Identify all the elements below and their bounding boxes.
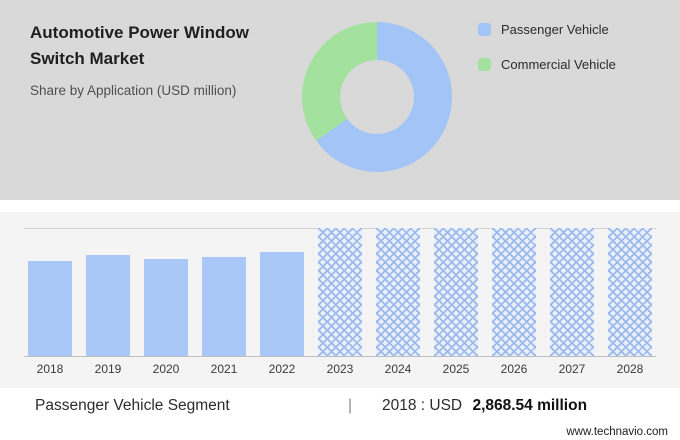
bar-2028 (608, 228, 652, 356)
legend-swatch-commercial-icon (478, 58, 491, 71)
bar-2027 (550, 228, 594, 356)
site-url: www.technavio.com (566, 426, 668, 438)
donut-chart (302, 22, 452, 172)
bar-slot-2028: 2028 (608, 228, 652, 382)
legend-swatch-passenger-icon (478, 23, 491, 36)
legend-item-commercial-vehicle: Commercial Vehicle (478, 57, 616, 72)
stat-value: 2,868.54 million (472, 397, 588, 414)
x-tick-label-2019: 2019 (94, 362, 122, 376)
bar-chart-bars: 2018 2019 2020 2021 2022 2023 2024 2025 2026 2027… (28, 228, 652, 382)
title-line-2: Switch Market (30, 48, 145, 68)
bar-slot-2026: 2026 (492, 228, 536, 382)
bar-area (86, 228, 130, 356)
bar-slot-2027: 2027 (550, 228, 594, 382)
x-tick-label-2023: 2023 (326, 362, 354, 376)
bar-slot-2018: 2018 (28, 228, 72, 382)
bar-slot-2021: 2021 (202, 228, 246, 382)
bar-2019 (86, 254, 130, 356)
bar-slot-2020: 2020 (144, 228, 188, 382)
bar-slot-2025: 2025 (434, 228, 478, 382)
segment-label: Passenger Vehicle Segment (35, 397, 230, 414)
x-tick-label-2021: 2021 (210, 362, 238, 376)
legend-label: Passenger Vehicle (501, 22, 609, 37)
footer-caption: Passenger Vehicle Segment | 2018 : USD 2… (0, 388, 680, 424)
x-tick-label-2027: 2027 (558, 362, 586, 376)
bar-2020 (144, 259, 188, 356)
bar-2022 (260, 251, 304, 356)
bar-2023 (318, 228, 362, 356)
bar-area (260, 228, 304, 356)
legend-label: Commercial Vehicle (501, 57, 616, 72)
x-tick-label-2026: 2026 (500, 362, 528, 376)
bar-area (492, 228, 536, 356)
x-axis-line (24, 356, 656, 357)
bar-area (550, 228, 594, 356)
stat-2018: 2018 : USD 2,868.54 million (360, 397, 645, 415)
legend: Passenger Vehicle Commercial Vehicle (478, 22, 616, 92)
bar-2026 (492, 228, 536, 356)
site-url-bar: www.technavio.com (0, 424, 680, 440)
legend-item-passenger-vehicle: Passenger Vehicle (478, 22, 616, 37)
x-tick-label-2025: 2025 (442, 362, 470, 376)
title-line-1: Automotive Power Window (30, 23, 249, 42)
bar-slot-2024: 2024 (376, 228, 420, 382)
bar-slot-2019: 2019 (86, 228, 130, 382)
bar-2018 (28, 261, 72, 356)
x-tick-label-2022: 2022 (268, 362, 296, 376)
bar-area (144, 228, 188, 356)
bar-slot-2023: 2023 (318, 228, 362, 382)
x-tick-label-2024: 2024 (384, 362, 412, 376)
header-panel: Automotive Power Window Switch Market Sh… (0, 0, 680, 200)
bar-2025 (434, 228, 478, 356)
bar-slot-2022: 2022 (260, 228, 304, 382)
bar-area (202, 228, 246, 356)
donut-hole (340, 60, 414, 134)
stat-prefix: 2018 : USD (382, 397, 463, 414)
bar-area (376, 228, 420, 356)
x-tick-label-2018: 2018 (36, 362, 64, 376)
bar-area (28, 228, 72, 356)
title-block: Automotive Power Window Switch Market Sh… (30, 20, 300, 98)
page-title: Automotive Power Window Switch Market (30, 20, 300, 71)
bar-area (434, 228, 478, 356)
chart-subtitle: Share by Application (USD million) (30, 83, 237, 98)
bar-2024 (376, 228, 420, 356)
bar-area (318, 228, 362, 356)
x-tick-label-2028: 2028 (616, 362, 644, 376)
bar-2021 (202, 256, 246, 356)
x-tick-label-2020: 2020 (152, 362, 180, 376)
bar-area (608, 228, 652, 356)
separator: | (347, 397, 353, 414)
bar-chart: 2018 2019 2020 2021 2022 2023 2024 2025 2026 2027… (24, 228, 656, 382)
bar-chart-panel: 2018 2019 2020 2021 2022 2023 2024 2025 2026 2027… (0, 212, 680, 388)
